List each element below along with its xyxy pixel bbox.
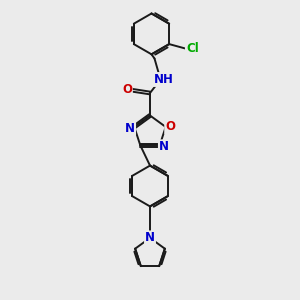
Text: O: O — [165, 120, 175, 134]
Text: N: N — [125, 122, 135, 135]
Text: O: O — [122, 83, 132, 96]
Text: Cl: Cl — [186, 42, 199, 55]
Text: NH: NH — [154, 73, 173, 86]
Text: N: N — [159, 140, 169, 153]
Text: N: N — [145, 231, 155, 244]
